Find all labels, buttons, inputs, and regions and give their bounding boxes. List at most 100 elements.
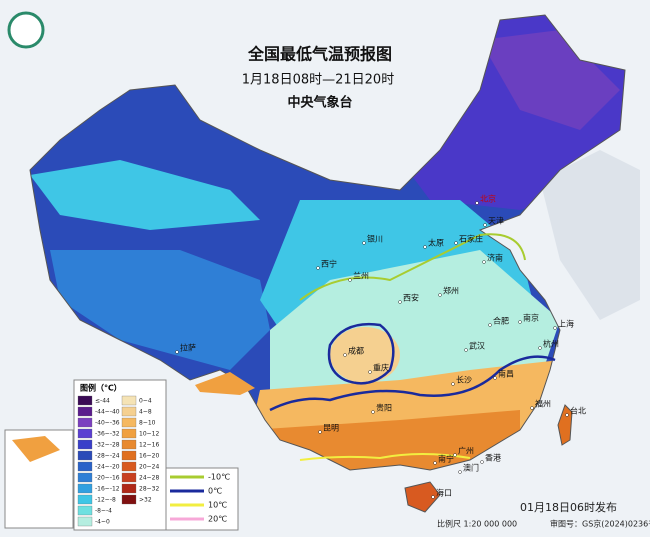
legend-title: 图例（℃） xyxy=(80,383,122,393)
legend-label: >32 xyxy=(139,497,152,504)
city-dot xyxy=(371,410,375,414)
city-dot xyxy=(433,461,437,465)
city-dot xyxy=(453,453,457,457)
city-label: 南宁 xyxy=(438,454,454,464)
legend-label: 4~8 xyxy=(139,409,152,416)
legend-label: -40~-36 xyxy=(95,420,120,427)
map-title: 全国最低气温预报图 xyxy=(247,45,392,64)
legend-label: -32~-28 xyxy=(95,442,120,449)
legend-label: 10~12 xyxy=(139,431,159,438)
city-label: 郑州 xyxy=(443,286,459,296)
city-dot xyxy=(482,260,486,264)
city-label: 石家庄 xyxy=(459,234,483,244)
isotherm-minus10-line xyxy=(299,233,526,301)
city-label: 拉萨 xyxy=(180,343,196,353)
city-label: 太原 xyxy=(428,238,444,248)
legend-swatch xyxy=(121,472,137,483)
city-label: 银川 xyxy=(367,234,383,244)
city-label: 济南 xyxy=(487,253,503,263)
city-dot xyxy=(538,346,542,350)
city-dot xyxy=(451,382,455,386)
map-agency: 中央气象台 xyxy=(287,95,352,111)
city-dot xyxy=(316,266,320,270)
isotherm-label: 0℃ xyxy=(208,487,222,496)
legend-label: -8~-4 xyxy=(95,508,112,515)
neighbor-land xyxy=(540,150,640,320)
legend-swatch xyxy=(77,472,93,483)
legend-label: 28~32 xyxy=(139,486,159,493)
isotherm-label: 10℃ xyxy=(208,501,227,510)
city-label: 重庆 xyxy=(373,363,389,373)
legend-label: -16~-12 xyxy=(95,486,120,493)
legend-label: 8~10 xyxy=(139,420,156,427)
legend-swatch xyxy=(77,516,93,527)
legend-swatch xyxy=(121,406,137,417)
city-dot xyxy=(553,326,557,330)
city-label: 西宁 xyxy=(321,259,337,269)
south-tibet xyxy=(195,372,255,395)
city-label: 北京 xyxy=(480,194,496,204)
city-label: 台北 xyxy=(570,406,586,416)
city-label: 南京 xyxy=(523,313,539,323)
city-dot xyxy=(318,430,322,434)
isotherm-label: 20℃ xyxy=(208,515,227,524)
city-dot xyxy=(475,201,479,205)
city-dot xyxy=(431,495,435,499)
city-label: 昆明 xyxy=(323,424,339,433)
scale-text: 比例尺 1:20 000 000 xyxy=(437,519,517,529)
city-dot xyxy=(483,223,487,227)
city-dot xyxy=(565,413,569,417)
city-dot xyxy=(343,353,347,357)
legend-swatch xyxy=(121,428,137,439)
hainan-island xyxy=(404,481,441,513)
isotherm-10-line xyxy=(299,453,471,461)
city-dot xyxy=(438,293,442,297)
isotherm-0-line xyxy=(269,355,556,412)
city-label: 澳门 xyxy=(463,463,479,473)
city-label: 南昌 xyxy=(498,369,514,379)
city-dot xyxy=(493,376,497,380)
issued-time: 01月18日06时发布 xyxy=(520,500,617,514)
legend-label: ≤-44 xyxy=(95,398,110,405)
city-label: 福州 xyxy=(535,400,551,409)
city-label: 香港 xyxy=(485,453,501,463)
legend-label: -36~-32 xyxy=(95,431,120,438)
legend-label: 20~24 xyxy=(139,464,159,471)
inset-land xyxy=(12,436,60,462)
isotherm-0-sichuan xyxy=(327,322,395,385)
city-label: 上海 xyxy=(558,319,574,329)
legend-swatch xyxy=(77,494,93,505)
city-dot xyxy=(175,350,179,354)
city-dot xyxy=(480,460,484,464)
legend-label: -44~-40 xyxy=(95,409,120,416)
city-dot xyxy=(423,245,427,249)
legend-swatch xyxy=(77,483,93,494)
legend-label: -28~-24 xyxy=(95,453,120,460)
city-label: 长沙 xyxy=(456,375,472,385)
legend-label: -4~0 xyxy=(95,519,110,526)
city-dot xyxy=(368,370,372,374)
legend-label: -24~-20 xyxy=(95,464,120,471)
legend-swatch xyxy=(77,417,93,428)
city-dot xyxy=(530,406,534,410)
isotherm-label: -10℃ xyxy=(208,473,230,482)
city-dot xyxy=(454,241,458,245)
city-dot xyxy=(518,320,522,324)
legend-swatch xyxy=(77,428,93,439)
city-dot xyxy=(488,323,492,327)
band-tibet xyxy=(50,250,270,370)
legend-swatch xyxy=(121,494,137,505)
city-label: 杭州 xyxy=(543,339,559,349)
country-border xyxy=(29,14,626,471)
legend-swatch xyxy=(77,505,93,516)
city-label: 贵阳 xyxy=(376,403,392,413)
legend-swatch xyxy=(121,450,137,461)
legend-label: 0~4 xyxy=(139,398,152,405)
legend-swatch xyxy=(77,439,93,450)
legend-swatch xyxy=(77,395,93,406)
city-dot xyxy=(464,348,468,352)
city-label: 广州 xyxy=(458,446,474,456)
legend-label: -12~-8 xyxy=(95,497,116,504)
